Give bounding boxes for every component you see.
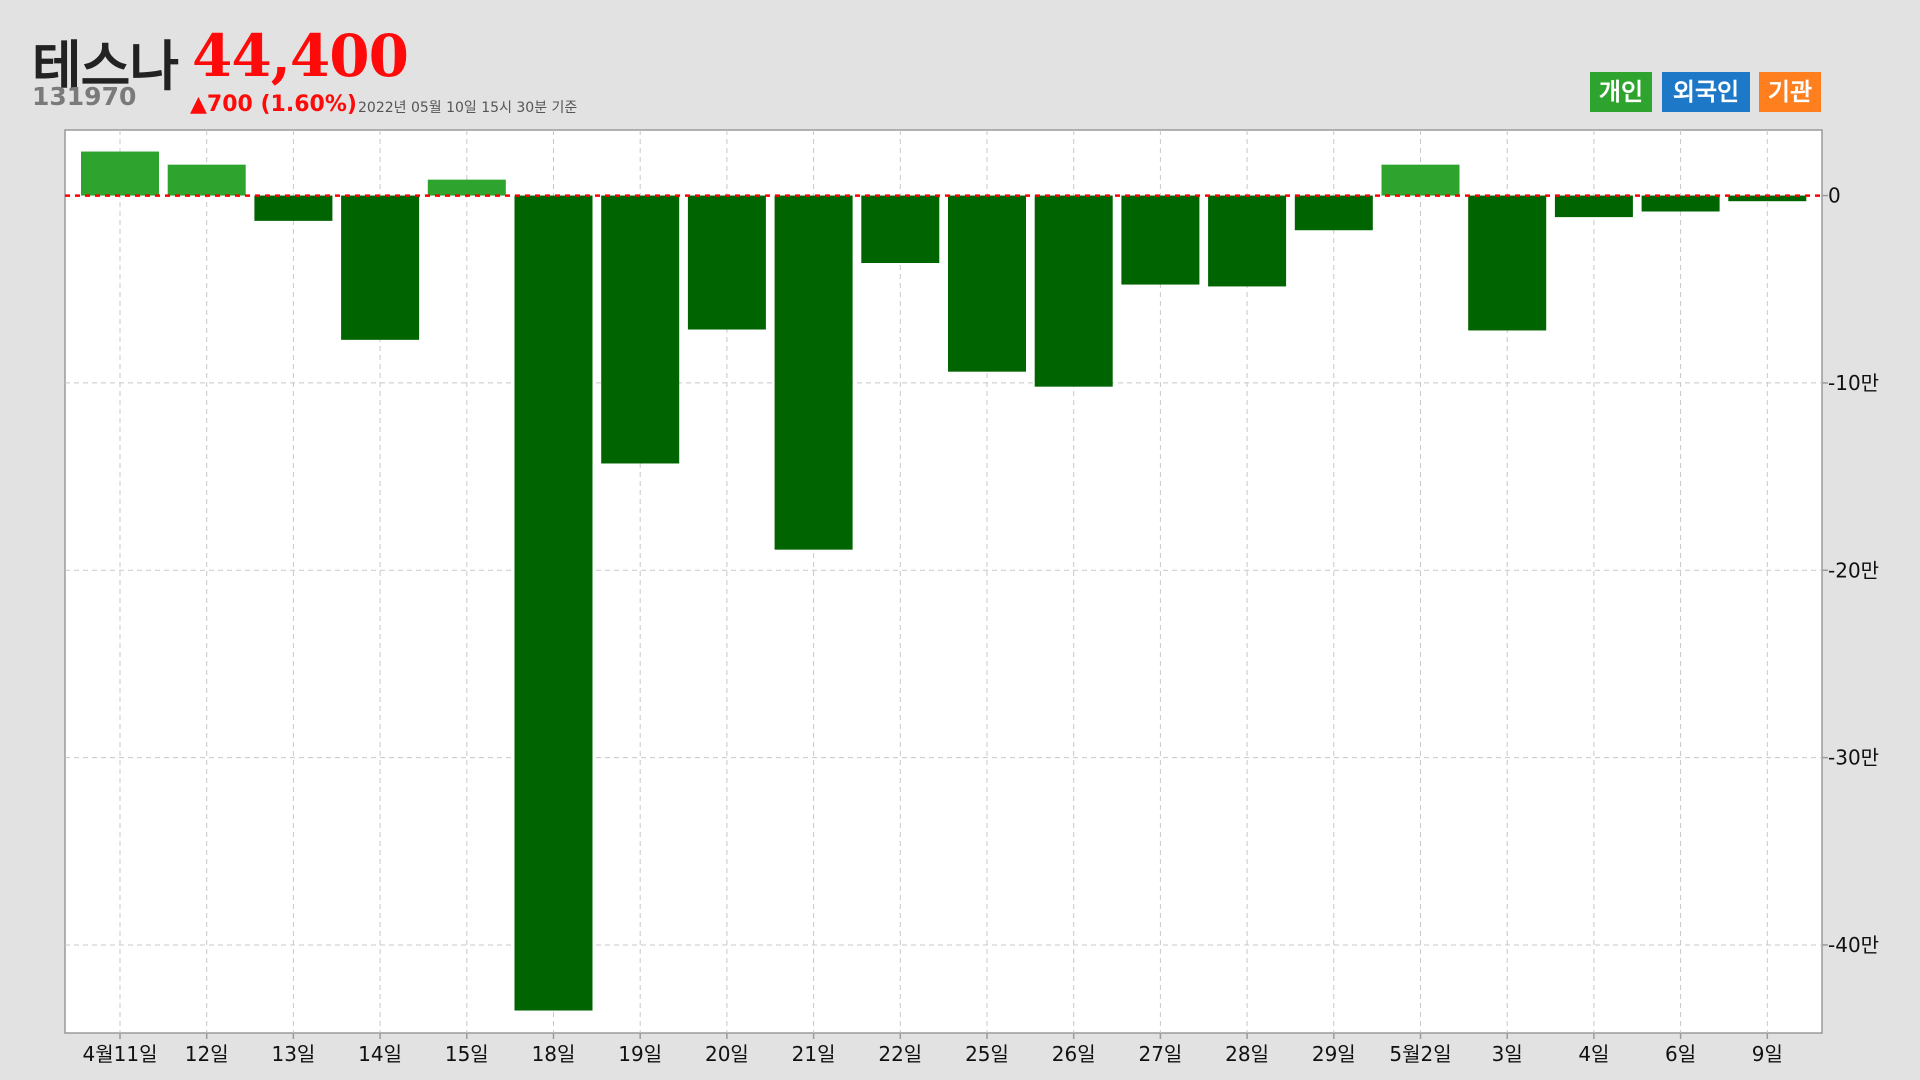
plot-area	[64, 129, 1823, 1034]
y-tick-label: -40만	[1828, 933, 1879, 957]
as-of-timestamp: 2022년 05월 10일 15시 30분 기준	[358, 100, 578, 116]
y-tick-label: -20만	[1828, 558, 1879, 582]
bar	[427, 179, 506, 196]
x-tick-label: 15일	[445, 1042, 489, 1066]
bar	[81, 151, 159, 196]
stock-price: 44,400	[192, 22, 409, 90]
x-tick-label: 3일	[1492, 1042, 1523, 1066]
x-tick-label: 5월2일	[1389, 1042, 1451, 1066]
x-tick-label: 13일	[271, 1042, 315, 1066]
x-tick-label: 19일	[618, 1042, 662, 1066]
bar	[167, 164, 246, 196]
x-tick-label: 20일	[705, 1042, 749, 1066]
legend-institution-button[interactable]: 기관	[1759, 72, 1821, 112]
stock-code: 131970	[32, 82, 137, 111]
x-tick-label: 25일	[965, 1042, 1009, 1066]
x-tick-label: 29일	[1312, 1042, 1356, 1066]
stock-name: 테스나	[32, 35, 179, 98]
bar	[1121, 195, 1200, 285]
bar	[1381, 164, 1460, 196]
bar	[948, 195, 1026, 372]
x-axis: 4월11일 12일 13일 14일 15일 18일 19일 20일 21일 22일 25일 26일 27…	[83, 1033, 1783, 1066]
bar	[601, 195, 680, 464]
x-tick-label: 26일	[1052, 1042, 1096, 1066]
x-tick-label: 21일	[792, 1042, 836, 1066]
bar	[254, 195, 333, 221]
legend-individual-button[interactable]: 개인	[1590, 72, 1652, 112]
bar	[1208, 195, 1287, 287]
x-tick-label: 18일	[532, 1042, 576, 1066]
bar	[687, 195, 766, 330]
y-axis: 0 -10만 -20만 -30만 -40만	[1822, 184, 1879, 957]
y-tick-label: 0	[1828, 184, 1841, 208]
legend-foreign-button[interactable]: 외국인	[1662, 72, 1750, 112]
x-tick-label: 22일	[878, 1042, 922, 1066]
x-tick-label: 4월11일	[83, 1042, 158, 1066]
x-tick-label: 6일	[1665, 1042, 1696, 1066]
y-tick-label: -10만	[1828, 371, 1879, 395]
x-tick-label: 28일	[1225, 1042, 1269, 1066]
x-tick-label: 12일	[185, 1042, 229, 1066]
bar-series	[81, 151, 1807, 1011]
price-change: ▲700 (1.60%)	[190, 92, 357, 117]
bar	[514, 195, 593, 1011]
x-tick-label: 27일	[1138, 1042, 1182, 1066]
horizontal-gridlines	[65, 382, 1822, 946]
x-tick-label: 4일	[1578, 1042, 1609, 1066]
bar	[341, 195, 420, 340]
bar	[774, 195, 853, 550]
bar	[1728, 195, 1807, 202]
bar	[1294, 195, 1373, 231]
x-tick-label: 9일	[1752, 1042, 1783, 1066]
bar	[1554, 195, 1633, 218]
bar	[861, 195, 940, 264]
bar	[1468, 195, 1547, 331]
bar	[1641, 195, 1720, 212]
bar	[1034, 195, 1113, 387]
x-tick-label: 14일	[358, 1042, 402, 1066]
y-tick-label: -30만	[1828, 746, 1879, 770]
